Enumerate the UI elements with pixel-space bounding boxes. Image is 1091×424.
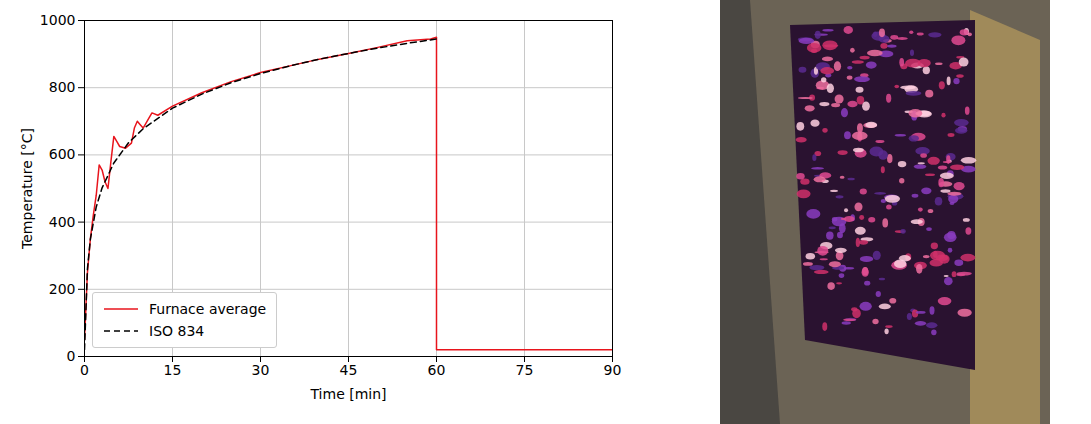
svg-text:Time [min]: Time [min] xyxy=(309,386,386,402)
svg-text:800: 800 xyxy=(49,79,76,95)
svg-text:60: 60 xyxy=(428,362,446,378)
svg-text:30: 30 xyxy=(252,362,270,378)
svg-text:Temperature [°C]: Temperature [°C] xyxy=(19,128,35,250)
svg-text:200: 200 xyxy=(49,281,76,297)
svg-text:45: 45 xyxy=(340,362,358,378)
svg-text:90: 90 xyxy=(604,362,622,378)
svg-text:600: 600 xyxy=(49,146,76,162)
html-text:Furnace average: Furnace average xyxy=(149,301,267,317)
svg-text:0: 0 xyxy=(80,362,89,378)
svg-text:400: 400 xyxy=(49,214,76,230)
svg-text:75: 75 xyxy=(516,362,534,378)
svg-text:1000: 1000 xyxy=(40,12,76,28)
svg-text:15: 15 xyxy=(164,362,182,378)
html-text:ISO 834: ISO 834 xyxy=(149,323,205,339)
svg-text:0: 0 xyxy=(67,348,76,364)
